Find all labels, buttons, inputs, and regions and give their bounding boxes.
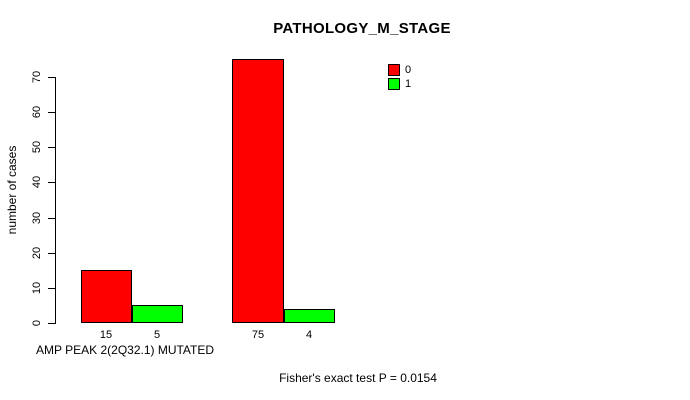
- y-axis-tick-label: 20: [31, 246, 43, 260]
- bar-count-label: 15: [99, 329, 113, 341]
- y-axis-tick: [48, 253, 55, 254]
- y-axis-line: [55, 77, 56, 324]
- y-axis-tick-label: 60: [31, 105, 43, 119]
- legend-swatch-red: [388, 63, 400, 76]
- x-axis-title: AMP PEAK 2(2Q32.1) MUTATED: [36, 343, 215, 357]
- bar-group1-series0: [81, 270, 132, 323]
- y-axis-title: number of cases: [5, 145, 19, 235]
- y-axis-tick: [48, 77, 55, 78]
- chart-title: PATHOLOGY_M_STAGE: [273, 20, 451, 37]
- y-axis-tick-label: 70: [31, 70, 43, 84]
- y-axis-tick-label: 10: [31, 281, 43, 295]
- y-axis-tick: [48, 147, 55, 148]
- legend: 0 1: [388, 63, 411, 91]
- fisher-test-annotation: Fisher's exact test P = 0.0154: [279, 371, 437, 385]
- bar-count-label: 4: [305, 329, 313, 341]
- y-axis-tick: [48, 288, 55, 289]
- y-axis-tick: [48, 112, 55, 113]
- y-axis-tick: [48, 323, 55, 324]
- y-axis-tick-label: 50: [31, 140, 43, 154]
- y-axis-tick-label: 30: [31, 211, 43, 225]
- bar-group2-series0: [232, 59, 284, 323]
- legend-item-0: 0: [388, 63, 411, 76]
- legend-swatch-green: [388, 77, 400, 90]
- bar-count-label: 75: [251, 329, 265, 341]
- bar-group2-series1: [284, 309, 335, 323]
- bar-group1-series1: [132, 305, 183, 323]
- y-axis-tick: [48, 218, 55, 219]
- legend-label-1: 1: [405, 77, 412, 90]
- legend-label-0: 0: [405, 63, 412, 76]
- y-axis-tick-label: 0: [31, 319, 43, 327]
- y-axis-tick-label: 40: [31, 175, 43, 189]
- bar-count-label: 5: [153, 329, 161, 341]
- y-axis-tick: [48, 182, 55, 183]
- legend-item-1: 1: [388, 77, 411, 90]
